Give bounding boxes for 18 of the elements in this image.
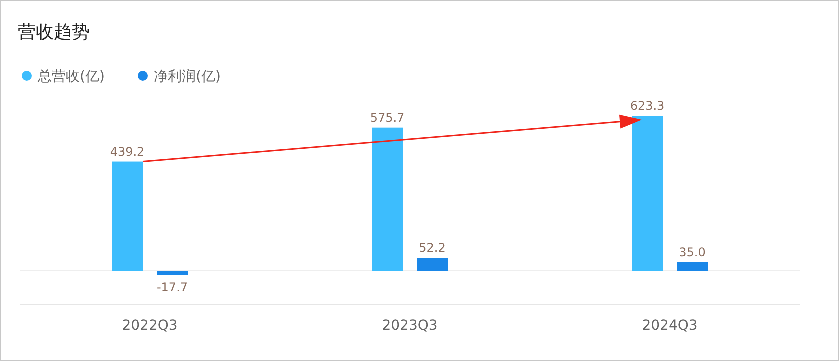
- x-tick-label: 2023Q3: [382, 318, 438, 334]
- bar: [677, 262, 708, 271]
- data-label: 52.2: [419, 241, 446, 256]
- data-label: 575.7: [370, 110, 405, 125]
- legend-label: 总营收(亿): [37, 69, 105, 85]
- chart-title: 营收趋势: [18, 22, 90, 43]
- data-label: -17.7: [156, 280, 188, 294]
- bar: [372, 128, 403, 271]
- bar: [112, 162, 143, 271]
- legend-label: 净利润(亿): [154, 69, 221, 85]
- x-tick-label: 2024Q3: [642, 318, 698, 334]
- bar: [157, 271, 188, 276]
- bar: [417, 258, 448, 271]
- data-label: 439.2: [110, 144, 145, 159]
- bar: [632, 116, 663, 271]
- x-tick-label: 2022Q3: [122, 318, 178, 334]
- data-label: 35.0: [679, 245, 706, 260]
- data-label: 623.3: [630, 99, 665, 113]
